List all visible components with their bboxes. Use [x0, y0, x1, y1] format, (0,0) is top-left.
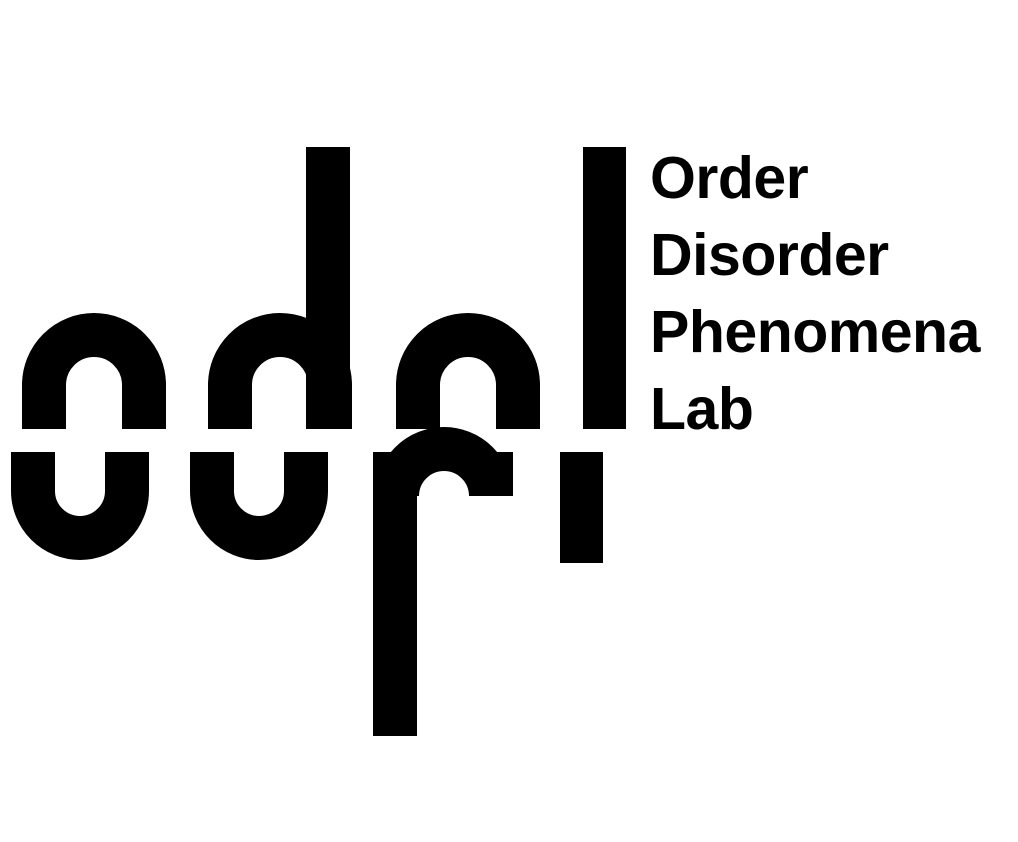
upper-o-arch [21, 313, 166, 429]
l-stem-upper [583, 147, 626, 429]
logo-stems [306, 147, 626, 736]
p-stem [373, 452, 417, 736]
upper-arches [21, 313, 540, 429]
l-stem-lower [560, 452, 603, 563]
lab-name-wordmark: Order Disorder Phenomena Lab [650, 140, 980, 448]
lower-o-arch [10, 452, 149, 560]
upper-p-arch [396, 313, 540, 429]
wordmark-line-lab: Lab [650, 376, 754, 442]
odpl-logo-mark [10, 147, 626, 736]
wordmark-line-disorder: Disorder [650, 222, 889, 288]
lower-d-arch [190, 452, 328, 560]
lower-arches [10, 427, 513, 560]
wordmark-line-order: Order [650, 145, 809, 211]
wordmark-line-phenomena: Phenomena [650, 299, 980, 365]
d-stem [306, 147, 350, 429]
